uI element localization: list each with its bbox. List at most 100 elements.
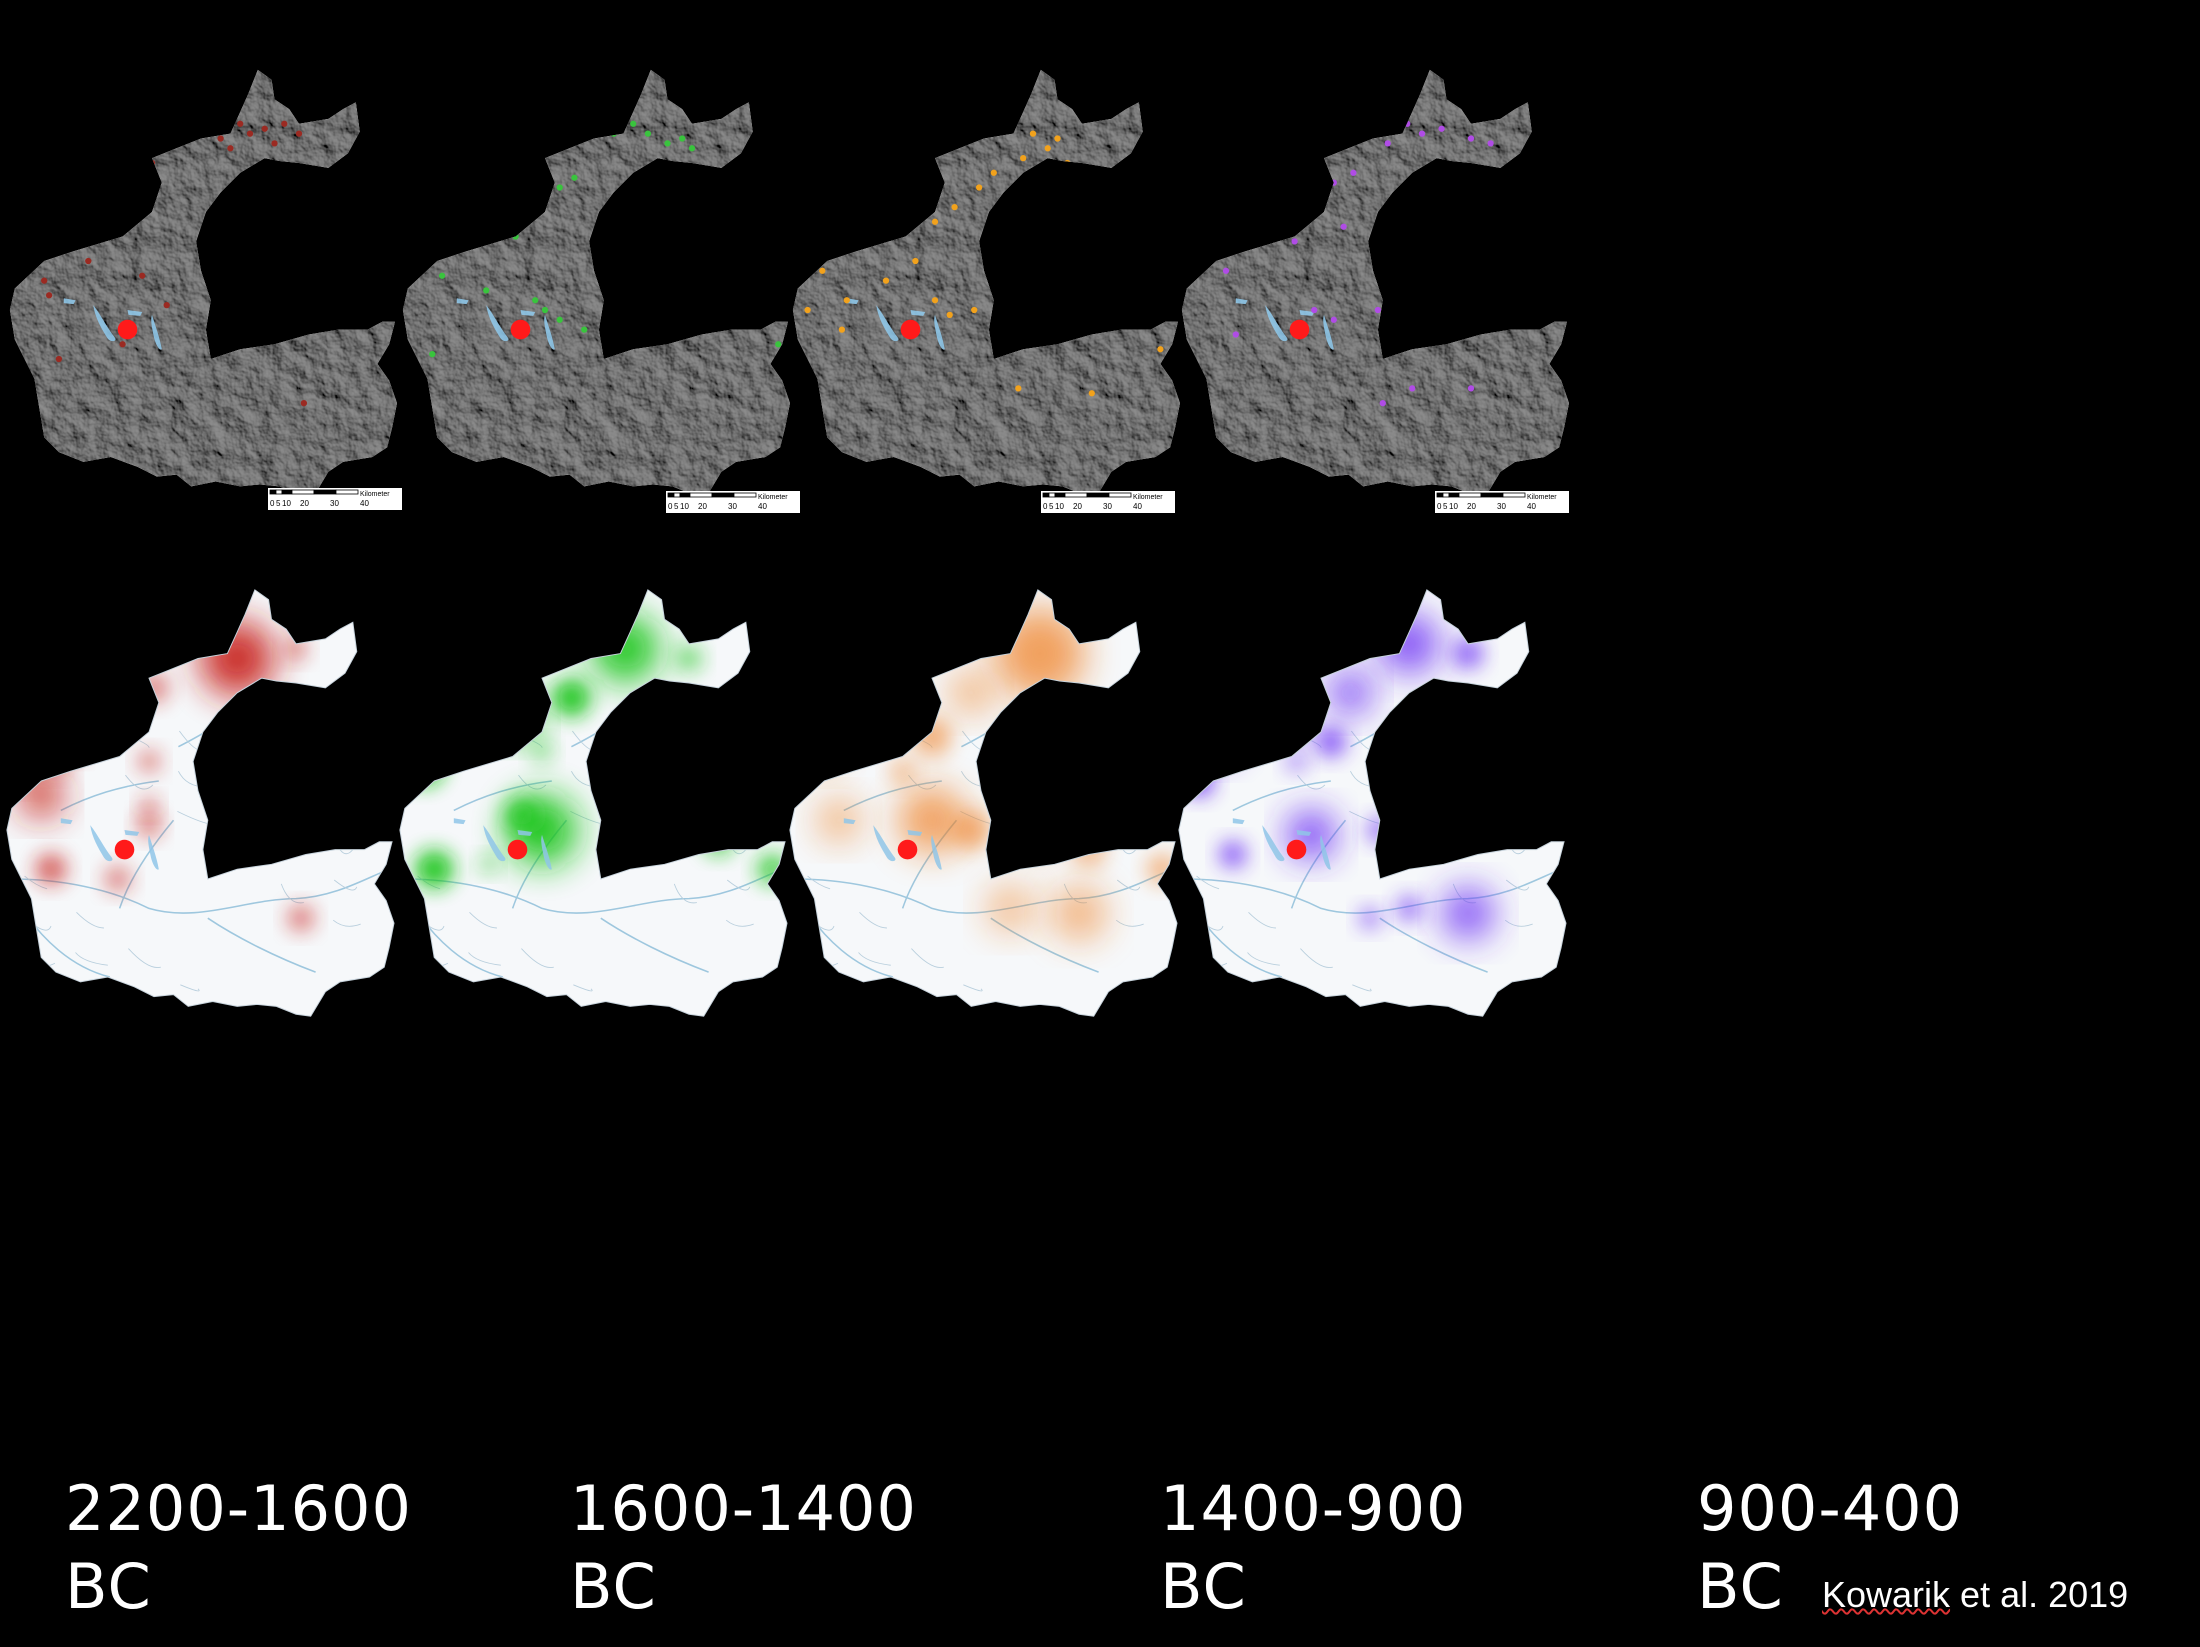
density-blob — [65, 741, 86, 762]
lake — [90, 825, 113, 862]
river — [118, 819, 175, 909]
site-dot — [11, 233, 18, 240]
site-dot — [931, 218, 939, 225]
site-dot — [1020, 154, 1027, 162]
period-label: 2200-1600 BC — [65, 1470, 412, 1626]
lakes — [63, 298, 162, 350]
density-blob — [949, 671, 993, 715]
site-dot — [775, 341, 782, 348]
density-blob — [495, 695, 540, 739]
scale-bar-tick: 5 — [1049, 502, 1054, 511]
density-blob — [795, 718, 843, 766]
density-blob — [1182, 765, 1215, 797]
site-dot — [1054, 135, 1061, 142]
site-dot — [429, 350, 436, 358]
scale-bar-segment — [1054, 492, 1066, 498]
stream — [21, 702, 40, 710]
period-label: 900-400 BC — [1697, 1470, 1963, 1626]
scale-bar-tick: 40 — [1527, 502, 1536, 511]
scale-bar-unit: Kilometer — [758, 494, 788, 501]
scale-bar-segment — [269, 489, 277, 495]
period-range: 900-400 — [1697, 1472, 1964, 1545]
scale-bar-segment — [1086, 492, 1110, 498]
density-blob — [675, 644, 703, 673]
stream — [1454, 843, 1473, 851]
lakes — [1235, 298, 1334, 350]
density-blob — [665, 816, 693, 844]
terrain-relief — [1181, 69, 1569, 497]
scale-bar-tick: 5 — [276, 499, 281, 508]
site-dot — [1064, 159, 1071, 167]
reference-marker — [510, 319, 531, 340]
density-map — [1178, 589, 1567, 1017]
lakes — [60, 818, 159, 870]
lake — [1299, 310, 1315, 316]
site-dot — [1232, 331, 1239, 338]
density-blob — [888, 757, 917, 785]
density-blob — [6, 719, 48, 775]
river — [207, 917, 316, 973]
scale-bar-tick: 5 — [674, 502, 679, 511]
stream — [963, 984, 983, 992]
stream — [911, 948, 944, 968]
river — [1290, 819, 1347, 909]
scale-bar-tick: 20 — [698, 502, 707, 511]
region-border — [6, 589, 395, 1017]
site-dot — [163, 301, 170, 309]
stream — [725, 919, 754, 927]
density-blob — [478, 854, 498, 875]
site-dot — [644, 130, 652, 137]
stream — [1505, 879, 1530, 891]
density-blob — [1284, 749, 1309, 774]
stream — [282, 843, 301, 851]
stream — [180, 984, 200, 992]
river — [1183, 868, 1562, 914]
stream — [521, 948, 554, 968]
site-dot — [819, 267, 826, 274]
period-range: 1400-900 — [1160, 1472, 1467, 1545]
stream — [24, 875, 48, 890]
reference-marker — [897, 839, 918, 860]
site-dot — [581, 326, 588, 333]
terrain-relief — [9, 69, 398, 497]
stream — [1401, 807, 1435, 827]
lake — [1320, 834, 1331, 870]
stream — [75, 952, 108, 966]
site-dot — [1330, 179, 1337, 186]
density-blob — [530, 739, 554, 764]
scale-bar-segment — [1436, 492, 1444, 498]
scale-bar-segment — [335, 489, 359, 495]
density-blob — [1358, 906, 1382, 930]
site-dot — [1311, 306, 1318, 314]
scale-bar-tick: 40 — [758, 502, 767, 511]
site-dot — [1340, 223, 1347, 230]
site-dot — [261, 125, 268, 132]
site-dot — [882, 277, 890, 284]
scale-bar-segment — [733, 492, 757, 498]
stream — [1066, 803, 1099, 815]
period-era: BC — [1697, 1550, 1784, 1623]
density-blob — [414, 849, 454, 889]
scale-bar-tick: 20 — [300, 499, 309, 508]
lake — [1262, 825, 1285, 862]
river — [600, 917, 709, 973]
site-dot — [1404, 120, 1411, 127]
stream — [125, 774, 154, 790]
reference-marker — [117, 319, 138, 340]
stream — [1403, 726, 1428, 738]
stream — [1196, 875, 1220, 890]
site-dot — [60, 233, 67, 240]
site-dot — [571, 174, 578, 181]
stream — [1352, 984, 1372, 992]
reference-marker — [1286, 839, 1307, 860]
site-dot — [300, 399, 308, 407]
site-dot — [41, 277, 48, 284]
hillshade-map — [1181, 69, 1569, 497]
site-dot — [237, 120, 244, 127]
stream — [1245, 738, 1269, 750]
lake — [483, 825, 506, 862]
stream — [1247, 952, 1280, 966]
site-dot — [271, 140, 278, 147]
density-blob — [103, 865, 132, 893]
